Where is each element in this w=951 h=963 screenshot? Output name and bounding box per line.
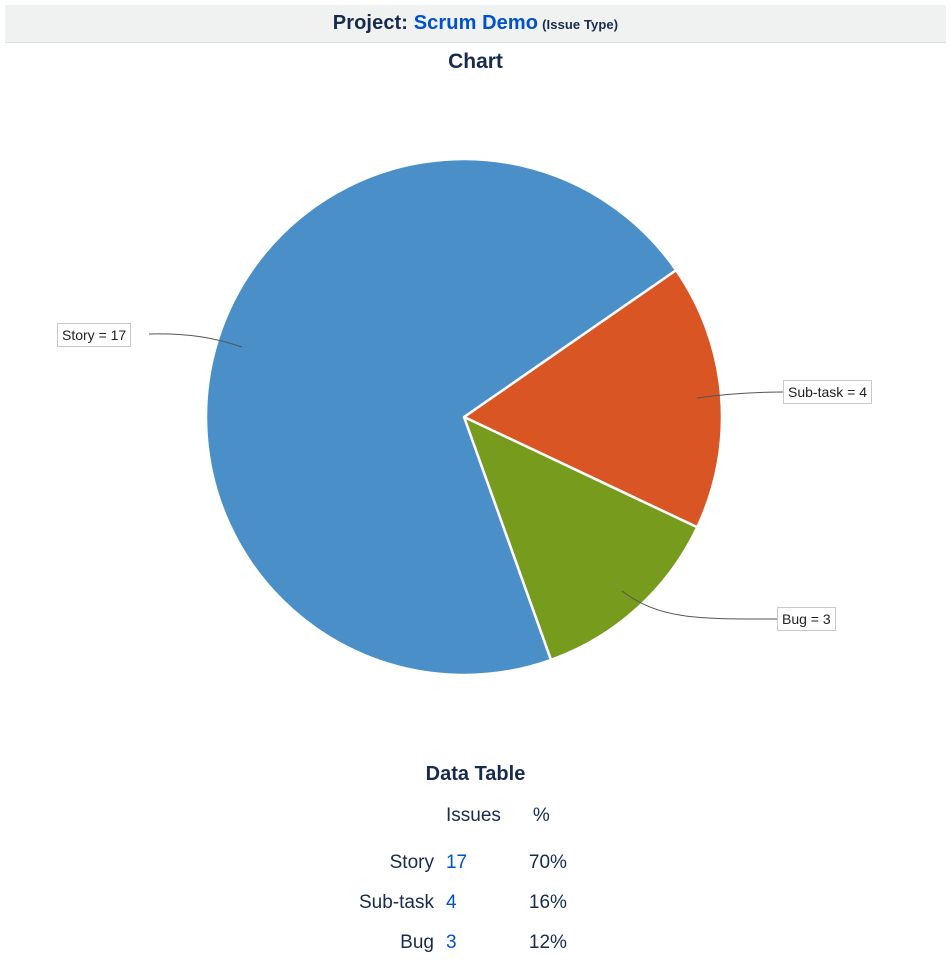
table-row: Bug 3 12% [353, 923, 573, 963]
row-type: Story [389, 852, 434, 873]
project-link[interactable]: Scrum Demo [413, 12, 539, 34]
statistic-type: (Issue Type) [542, 17, 619, 32]
leader-line-subtask [696, 391, 784, 399]
table-header-row: Issues % [353, 805, 573, 843]
report-header: Project: Scrum Demo (Issue Type) [5, 5, 946, 43]
row-issues-link[interactable]: 4 [445, 892, 457, 913]
pie-slice-subtask [462, 268, 724, 529]
pie-slice-bug [462, 415, 699, 662]
row-percent: 12% [528, 932, 567, 953]
col-header-type [353, 805, 440, 843]
table-row: Story 17 70% [353, 843, 573, 883]
pie-label-bug: Bug = 3 [777, 607, 836, 631]
title-prefix: Project: [332, 12, 414, 34]
col-header-percent: % [532, 805, 550, 826]
col-header-issues: Issues [445, 805, 501, 826]
row-percent: 70% [528, 852, 567, 873]
report-title: Project: Scrum Demo (Issue Type) [333, 12, 618, 35]
chart-heading: Chart [448, 50, 503, 73]
row-issues-link[interactable]: 3 [445, 932, 457, 953]
data-table: Issues % Story 17 70% Sub-task 4 16% Bug… [353, 805, 573, 963]
pie-label-story: Story = 17 [57, 323, 132, 347]
row-type: Sub-task [359, 892, 434, 913]
pie-chart [148, 157, 784, 677]
data-table-heading: Data Table [425, 763, 526, 785]
pie-slice-story [204, 157, 678, 677]
leader-line-bug [621, 590, 778, 620]
row-issues-link[interactable]: 17 [445, 852, 468, 873]
leader-line-story [148, 333, 243, 348]
row-type: Bug [400, 932, 434, 953]
pie-label-subtask: Sub-task = 4 [783, 380, 872, 404]
row-percent: 16% [528, 892, 567, 913]
table-row: Sub-task 4 16% [353, 883, 573, 923]
